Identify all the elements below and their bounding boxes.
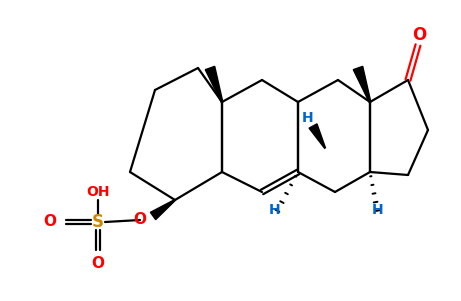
Polygon shape <box>353 66 371 102</box>
Text: O: O <box>91 256 105 271</box>
Text: H: H <box>302 111 314 125</box>
Text: H: H <box>372 203 384 217</box>
Text: O: O <box>43 215 56 229</box>
Text: O: O <box>133 213 146 228</box>
Polygon shape <box>205 66 223 102</box>
Text: H: H <box>269 203 281 217</box>
Polygon shape <box>309 124 325 148</box>
Text: OH: OH <box>86 185 110 199</box>
Text: S: S <box>92 213 104 231</box>
Polygon shape <box>150 200 175 220</box>
Text: O: O <box>412 26 426 44</box>
